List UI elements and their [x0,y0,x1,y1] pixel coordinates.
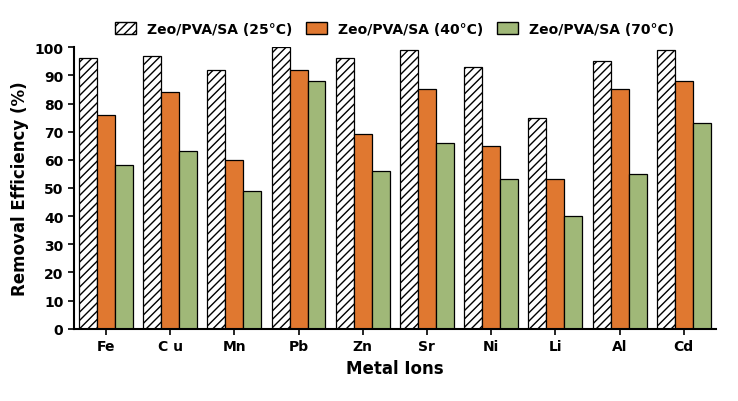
Bar [629,174,646,329]
Bar [436,144,454,329]
Bar [97,115,115,329]
Bar [289,71,308,329]
Bar [179,152,197,329]
Bar [272,48,289,329]
Bar [675,82,693,329]
Bar [143,57,161,329]
Bar [693,124,711,329]
Bar [500,180,518,329]
Bar [207,71,225,329]
Bar [354,135,372,329]
Legend: Zeo/PVA/SA (25°C), Zeo/PVA/SA (40°C), Zeo/PVA/SA (70°C): Zeo/PVA/SA (25°C), Zeo/PVA/SA (40°C), Ze… [111,18,679,41]
Bar [464,68,482,329]
Bar [244,191,261,329]
Bar [593,62,610,329]
Bar [482,146,500,329]
Bar [528,118,546,329]
Bar [308,82,325,329]
Bar [657,51,675,329]
Bar [610,90,629,329]
Bar [418,90,436,329]
Bar [546,180,565,329]
Bar [336,59,354,329]
Y-axis label: Removal Efficiency (%): Removal Efficiency (%) [11,81,29,296]
X-axis label: Metal Ions: Metal Ions [346,359,444,377]
Bar [115,166,133,329]
Bar [565,217,582,329]
Bar [161,93,179,329]
Bar [372,172,390,329]
Bar [79,59,97,329]
Bar [225,160,244,329]
Bar [400,51,418,329]
